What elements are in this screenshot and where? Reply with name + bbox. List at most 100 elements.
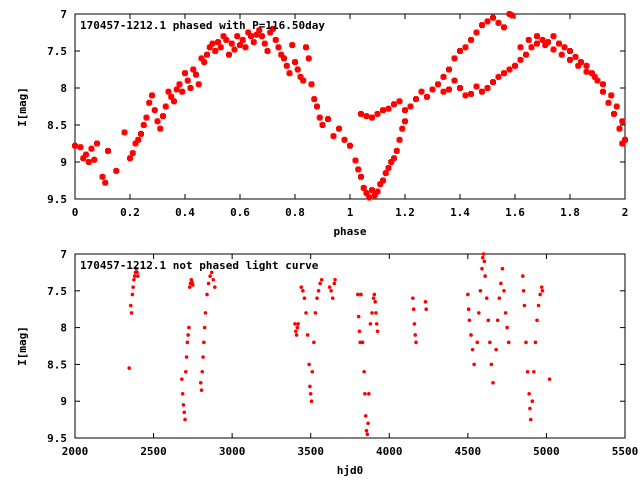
data-point xyxy=(195,81,202,88)
data-point xyxy=(228,40,235,47)
data-point xyxy=(616,125,623,132)
data-point xyxy=(187,325,191,330)
data-point xyxy=(407,103,414,110)
data-point xyxy=(305,55,312,62)
x-tick-label: 0 xyxy=(72,206,79,219)
data-point xyxy=(374,311,378,315)
data-point xyxy=(364,428,369,433)
data-point xyxy=(385,164,392,171)
data-point xyxy=(550,46,557,53)
data-point xyxy=(418,88,425,95)
data-point xyxy=(281,55,287,62)
data-point xyxy=(484,296,489,300)
data-point xyxy=(528,417,533,422)
data-point xyxy=(234,33,241,40)
data-point xyxy=(185,340,190,345)
data-point xyxy=(578,59,584,66)
data-point xyxy=(299,285,304,289)
data-point xyxy=(212,48,219,54)
data-point xyxy=(446,66,452,73)
ticks-unphased: 2000 2500 3000 3500 4000 4500 5000 5500 7 7.5 8 8.5… xyxy=(47,248,638,458)
data-point xyxy=(143,114,150,121)
data-point xyxy=(412,322,417,326)
data-point xyxy=(140,122,147,128)
data-point xyxy=(85,159,92,165)
data-point xyxy=(135,136,142,143)
data-point xyxy=(547,377,552,381)
data-point xyxy=(201,355,205,359)
data-point xyxy=(146,99,153,106)
data-point xyxy=(245,29,252,36)
data-point xyxy=(488,340,492,345)
data-point xyxy=(127,155,133,162)
data-point xyxy=(332,281,337,286)
data-point xyxy=(500,266,505,271)
data-point xyxy=(292,59,298,66)
data-point xyxy=(509,12,516,19)
data-point xyxy=(545,39,551,46)
data-point xyxy=(375,329,380,334)
data-point xyxy=(567,56,573,63)
data-point xyxy=(475,340,480,345)
x-tick-label: 4000 xyxy=(376,445,403,458)
data-point xyxy=(237,42,243,49)
data-point xyxy=(600,88,606,95)
data-point xyxy=(477,311,481,315)
data-point xyxy=(270,25,276,32)
data-point xyxy=(180,377,184,381)
x-tick-label: 4500 xyxy=(455,445,482,458)
y-tick-label: 9 xyxy=(60,156,67,169)
data-point xyxy=(561,44,568,51)
data-point xyxy=(226,51,232,58)
data-point xyxy=(239,36,246,43)
data-point xyxy=(399,125,406,132)
data-point xyxy=(467,318,472,323)
data-point xyxy=(190,66,197,73)
data-point xyxy=(198,55,205,62)
data-point xyxy=(208,274,212,278)
data-point xyxy=(497,296,502,300)
data-point xyxy=(512,62,518,69)
y-tick-label: 7.5 xyxy=(47,45,67,58)
data-point xyxy=(151,107,158,114)
data-point xyxy=(94,140,100,147)
data-point xyxy=(423,300,428,304)
data-point xyxy=(356,292,360,297)
data-point xyxy=(312,340,316,345)
data-point xyxy=(168,93,175,100)
data-point xyxy=(380,177,386,184)
data-point xyxy=(480,255,485,260)
data-point xyxy=(187,285,192,289)
xlabel-unphased: hjd0 xyxy=(337,464,364,477)
data-point xyxy=(521,289,526,293)
data-point xyxy=(365,432,370,437)
data-point xyxy=(611,110,617,117)
data-point xyxy=(88,145,95,152)
data-point xyxy=(451,55,458,62)
data-point xyxy=(149,92,155,99)
data-point xyxy=(311,96,318,103)
data-point xyxy=(367,392,371,396)
data-point xyxy=(355,166,362,173)
x-tick-label: 0.4 xyxy=(175,206,195,219)
data-point xyxy=(440,73,447,80)
data-point xyxy=(121,129,128,136)
data-point xyxy=(186,333,190,337)
data-point xyxy=(176,81,183,88)
y-tick-label: 9 xyxy=(60,395,67,408)
data-point xyxy=(180,392,185,396)
data-point xyxy=(501,70,507,77)
data-point xyxy=(154,118,161,125)
y-tick-label: 7 xyxy=(60,248,67,261)
data-point xyxy=(374,110,381,117)
y-tick-label: 8.5 xyxy=(47,119,67,132)
data-point xyxy=(173,86,180,93)
data-point xyxy=(356,314,361,319)
data-point xyxy=(424,93,430,100)
title-phased: 170457-1212.1 phased with P=116.50day xyxy=(80,19,325,32)
data-point xyxy=(213,285,217,289)
data-point xyxy=(550,33,557,40)
data-point xyxy=(567,48,573,54)
data-point xyxy=(388,159,395,165)
